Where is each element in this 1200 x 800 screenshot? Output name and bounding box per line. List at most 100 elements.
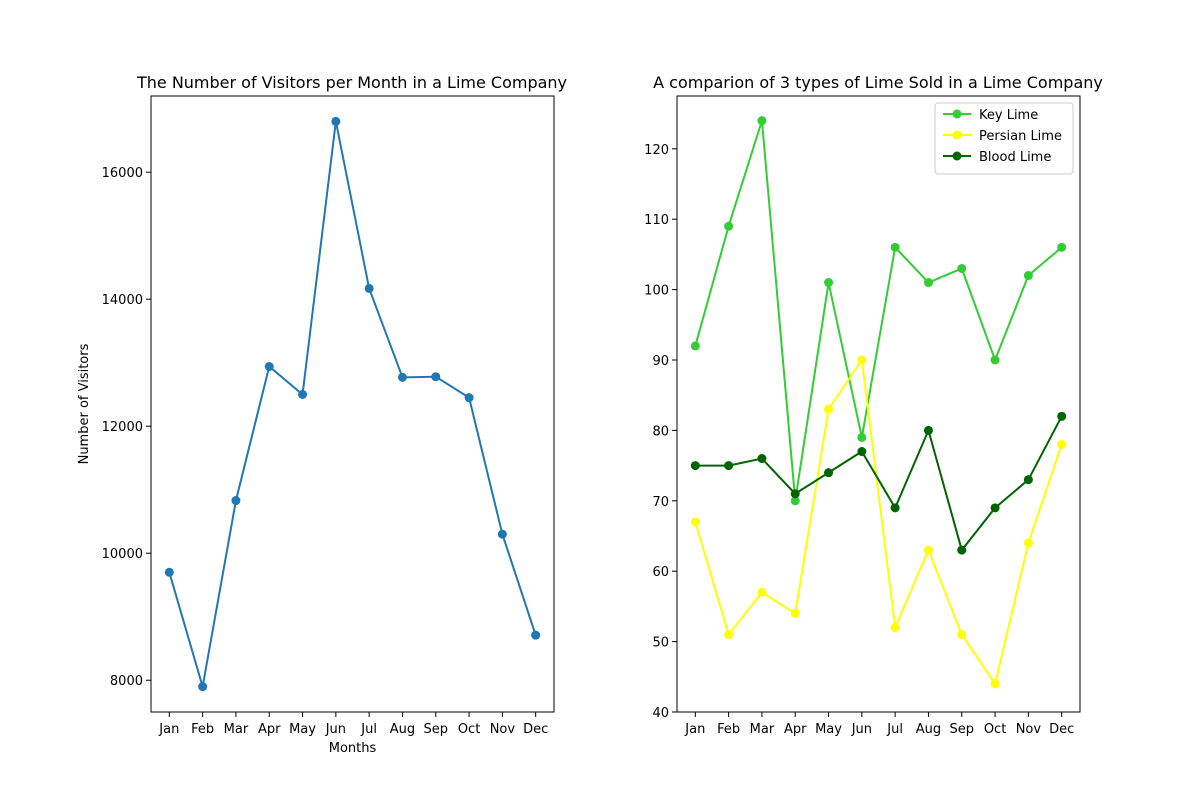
legend-label: Blood Lime	[979, 150, 1051, 165]
data-point	[890, 623, 900, 633]
data-point	[497, 529, 507, 539]
y-tick-label: 8000	[110, 674, 143, 689]
data-point	[690, 461, 700, 471]
data-point	[757, 587, 767, 597]
data-point	[824, 404, 834, 414]
data-point	[531, 630, 541, 640]
y-tick-label: 16000	[102, 166, 143, 181]
data-point	[990, 355, 1000, 365]
data-point	[990, 503, 1000, 513]
legend: Key Lime Persian Lime Blood Lime	[934, 102, 1074, 175]
plot-frame	[150, 95, 555, 713]
legend-swatch-marker	[952, 130, 962, 140]
data-point	[857, 447, 867, 457]
x-tick-label: Feb	[717, 722, 740, 737]
data-point	[690, 341, 700, 351]
data-point	[464, 393, 474, 403]
data-point	[198, 682, 208, 692]
x-tick-label: Sep	[950, 722, 975, 737]
data-point	[790, 608, 800, 618]
data-point	[990, 679, 1000, 689]
legend-swatch-marker	[952, 151, 962, 161]
data-point	[164, 567, 174, 577]
x-tick-label: Mar	[224, 722, 249, 737]
data-point	[690, 517, 700, 527]
legend-label: Persian Lime	[979, 129, 1062, 144]
legend-swatch-marker	[952, 109, 962, 119]
chart-title: The Number of Visitors per Month in a Li…	[136, 73, 567, 92]
data-point	[724, 461, 734, 471]
data-point	[824, 468, 834, 478]
data-point	[757, 116, 767, 126]
y-tick-label: 40	[652, 706, 669, 721]
x-tick-label: Jul	[886, 722, 903, 737]
data-point	[298, 389, 308, 399]
series-persian-lime	[690, 355, 1067, 689]
x-tick-label: May	[815, 722, 842, 737]
data-point	[890, 242, 900, 252]
x-tick-label: Sep	[424, 722, 449, 737]
x-tick-label: Feb	[191, 722, 214, 737]
data-point	[790, 496, 800, 506]
chart-2: Jan Feb Mar Apr May Jun Jul Aug Sep Oct Nov Dec 40 50…	[644, 73, 1103, 737]
data-point	[790, 489, 800, 499]
data-point	[923, 425, 933, 435]
data-point	[957, 263, 967, 273]
data-point	[890, 503, 900, 513]
y-tick-label: 80	[652, 424, 669, 439]
series-line	[695, 415, 1063, 552]
data-point	[923, 278, 933, 288]
x-tick-label: Jun	[851, 722, 872, 737]
y-tick-label: 100	[644, 284, 669, 299]
y-tick-label: 70	[652, 495, 669, 510]
data-point	[1023, 475, 1033, 485]
data-point	[1057, 439, 1067, 449]
legend-label: Key Lime	[979, 108, 1038, 123]
series-1	[164, 116, 541, 692]
x-tick-label: Apr	[784, 722, 807, 737]
x-tick-label: Apr	[258, 722, 281, 737]
x-tick-label: Jan	[158, 722, 179, 737]
data-point	[857, 355, 867, 365]
x-tick-label: Jul	[360, 722, 377, 737]
x-tick-label: Dec	[1049, 722, 1074, 737]
x-tick-label: Jan	[684, 722, 705, 737]
series-key-lime	[690, 116, 1067, 506]
series-line	[168, 120, 537, 688]
data-point	[957, 630, 967, 640]
y-tick-label: 60	[652, 565, 669, 580]
data-point	[431, 372, 441, 382]
data-point	[957, 545, 967, 555]
y-tick-label: 120	[644, 143, 669, 158]
data-point	[397, 372, 407, 382]
x-tick-label: Nov	[1016, 722, 1042, 737]
data-point	[331, 116, 341, 126]
data-point	[824, 278, 834, 288]
data-point	[724, 221, 734, 231]
y-tick-label: 90	[652, 354, 669, 369]
x-axis-label: Months	[329, 741, 377, 756]
data-point	[923, 545, 933, 555]
chart-1: Jan Feb Mar Apr May Jun Jul Aug Sep Oct Nov Dec 8000…	[77, 73, 567, 756]
series-line	[694, 119, 1063, 502]
x-tick-label: Oct	[984, 722, 1006, 737]
y-tick-label: 110	[644, 213, 669, 228]
series-blood-lime	[690, 411, 1067, 555]
data-point	[1057, 411, 1067, 421]
data-point	[1023, 538, 1033, 548]
x-tick-label: Nov	[490, 722, 516, 737]
data-point	[264, 362, 274, 372]
data-point	[364, 283, 374, 293]
x-tick-label: May	[289, 722, 316, 737]
data-point	[757, 454, 767, 464]
series-line	[694, 359, 1063, 685]
x-tick-label: Aug	[390, 722, 415, 737]
x-tick-label: Oct	[458, 722, 480, 737]
plot-frame	[676, 95, 1081, 713]
y-tick-label: 14000	[102, 293, 143, 308]
y-axis-label: Number of Visitors	[77, 343, 92, 464]
x-tick-label: Aug	[916, 722, 941, 737]
data-point	[1023, 271, 1033, 281]
